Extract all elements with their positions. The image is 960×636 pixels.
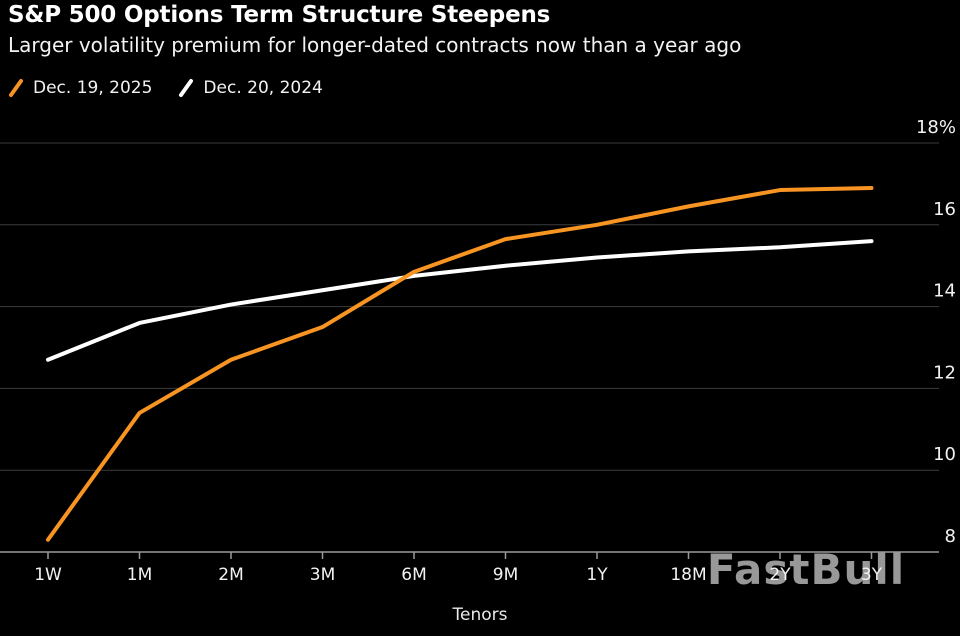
y-tick-label: 18% [916, 117, 956, 138]
legend-item-dec-19-2025: Dec. 19, 2025 [8, 78, 152, 98]
x-tick-label: 1M [127, 565, 152, 585]
x-tick-label: 9M [493, 565, 518, 585]
x-tick-label: 6M [401, 565, 426, 585]
x-tick-label: 18M [670, 565, 706, 585]
white-slash-icon [179, 79, 194, 97]
y-tick-label: 14 [933, 281, 956, 302]
y-tick-label: 16 [933, 199, 956, 220]
legend: Dec. 19, 2025 Dec. 20, 2024 [8, 78, 323, 98]
x-tick-label: 3Y [861, 565, 883, 585]
page-title: S&P 500 Options Term Structure Steepens [8, 2, 551, 28]
x-tick-label: 2Y [769, 565, 791, 585]
x-axis-title: Tenors [452, 605, 508, 625]
legend-label-dec-19-2025: Dec. 19, 2025 [33, 78, 153, 98]
x-tick-label: 3M [310, 565, 335, 585]
orange-slash-stroke [9, 79, 23, 97]
y-tick-label: 12 [933, 362, 956, 383]
x-tick-label: 1W [34, 565, 62, 585]
legend-label-dec-20-2024: Dec. 20, 2024 [203, 78, 323, 98]
series-line-1 [46, 239, 874, 362]
orange-slash-icon [9, 79, 23, 97]
page-subtitle: Larger volatility premium for longer-dat… [8, 33, 742, 57]
white-slash-stroke [179, 79, 194, 97]
x-tick-label: 1Y [586, 565, 608, 585]
x-tick-label: 2M [218, 565, 243, 585]
legend-item-dec-20-2024: Dec. 20, 2024 [178, 78, 323, 98]
y-tick-label: 8 [945, 526, 956, 547]
series-line-0 [46, 185, 874, 542]
y-tick-label: 10 [933, 444, 956, 465]
